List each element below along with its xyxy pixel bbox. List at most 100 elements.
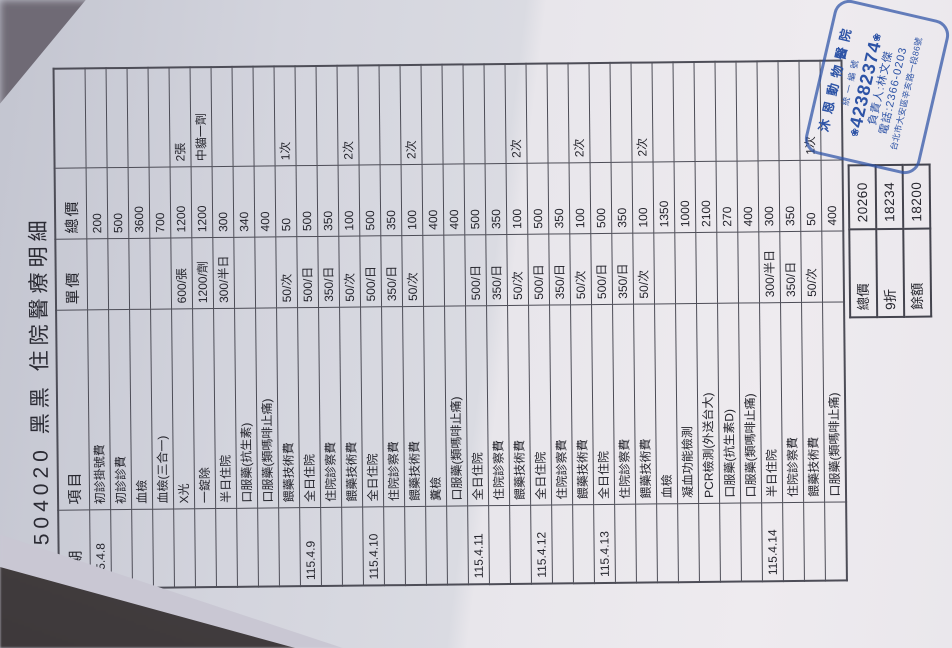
total-price-cell: 500 bbox=[527, 163, 549, 235]
date-cell bbox=[719, 503, 742, 582]
date-cell: 115.4.11 bbox=[467, 505, 490, 585]
date-cell bbox=[173, 508, 196, 588]
item-cell: 住院診察費 bbox=[318, 307, 342, 508]
date-cell bbox=[677, 503, 700, 583]
unit-price-cell: 1200/劑 bbox=[191, 237, 214, 309]
item-cell: 餵藥技術費 bbox=[402, 306, 426, 507]
column-header-total-price: 總價 bbox=[54, 167, 87, 240]
unit-price-cell bbox=[653, 232, 676, 304]
unit-price-cell bbox=[443, 234, 466, 307]
item-cell: 糞檢 bbox=[423, 306, 447, 507]
date-cell bbox=[656, 503, 679, 583]
note-cell bbox=[442, 64, 465, 165]
total-price-cell: 400 bbox=[737, 160, 759, 233]
item-cell: 餵藥技術費 bbox=[339, 307, 363, 508]
note-cell bbox=[295, 65, 318, 166]
summary-table: 總價 20260 9折 18234 餘額 18200 bbox=[848, 164, 933, 319]
date-cell bbox=[341, 507, 364, 586]
date-cell bbox=[488, 505, 511, 585]
unit-price-cell bbox=[695, 232, 718, 304]
total-price-cell: 1350 bbox=[653, 161, 675, 233]
total-price-cell: 400 bbox=[254, 165, 276, 238]
unit-price-cell: 350/日 bbox=[779, 231, 802, 303]
date-cell bbox=[131, 509, 154, 588]
total-price-cell: 700 bbox=[149, 167, 171, 239]
date-cell: 115.4.14 bbox=[761, 502, 784, 582]
date-cell bbox=[740, 502, 763, 582]
unit-price-cell bbox=[107, 238, 130, 310]
summary-value-cell: 20260 bbox=[848, 165, 877, 230]
total-price-cell: 400 bbox=[821, 159, 844, 232]
billing-table: 日期 項目 單價 總價 115.4.8 初診掛號費 200 初診診費 500 血… bbox=[52, 59, 848, 590]
date-cell bbox=[824, 501, 847, 581]
unit-price-cell: 300/半日 bbox=[212, 237, 235, 309]
item-cell: 住院診察費 bbox=[612, 304, 636, 505]
total-price-cell: 100 bbox=[506, 163, 528, 235]
column-header-unit-price: 單價 bbox=[55, 238, 88, 311]
date-cell: 115.4.9 bbox=[299, 507, 322, 587]
column-header-note bbox=[53, 68, 87, 169]
total-price-cell: 500 bbox=[464, 163, 486, 235]
total-price-cell: 500 bbox=[107, 167, 129, 239]
item-cell: 餵藥技術費 bbox=[801, 302, 825, 503]
summary-row: 餘額 18200 bbox=[902, 164, 932, 317]
note-cell bbox=[547, 63, 570, 164]
total-price-cell: 350 bbox=[548, 162, 570, 235]
item-cell: 口服藥(抗生素D) bbox=[717, 303, 741, 504]
unit-price-cell: 500/日 bbox=[464, 234, 487, 306]
note-cell bbox=[106, 67, 129, 168]
item-cell: 半日住院 bbox=[759, 302, 783, 503]
date-cell: 115.4.12 bbox=[530, 505, 553, 584]
date-cell bbox=[320, 507, 343, 586]
total-price-cell: 500 bbox=[359, 164, 381, 237]
total-price-cell: 1200 bbox=[170, 166, 192, 239]
total-price-cell: 200 bbox=[86, 167, 108, 239]
item-cell: 餵藥技術費 bbox=[633, 303, 657, 505]
item-cell: 餵藥技術費 bbox=[276, 307, 300, 508]
item-cell: 口服藥(抗生素) bbox=[234, 308, 258, 509]
unit-price-cell: 500/日 bbox=[359, 235, 382, 308]
total-price-cell: 500 bbox=[590, 162, 612, 234]
note-cell bbox=[715, 61, 738, 162]
note-cell bbox=[148, 67, 171, 168]
date-cell bbox=[698, 503, 721, 582]
unit-price-cell bbox=[422, 235, 445, 307]
date-cell: 115.4.10 bbox=[362, 506, 385, 586]
date-cell bbox=[446, 505, 469, 585]
unit-price-cell: 500/日 bbox=[590, 233, 613, 305]
note-cell: 2次 bbox=[568, 63, 591, 163]
date-cell bbox=[404, 506, 427, 586]
total-price-cell: 400 bbox=[443, 163, 465, 236]
note-cell: 2次 bbox=[631, 62, 654, 163]
unit-price-cell bbox=[86, 238, 109, 310]
flower-icon: ❀ bbox=[871, 31, 885, 43]
unit-price-cell: 50/次 bbox=[632, 232, 655, 305]
note-cell: 2次 bbox=[400, 64, 423, 165]
summary-label-cell: 餘額 bbox=[903, 228, 932, 317]
total-price-cell: 100 bbox=[401, 164, 423, 236]
unit-price-cell: 50/次 bbox=[275, 236, 298, 308]
note-cell bbox=[127, 67, 150, 168]
item-cell: 血檢 bbox=[654, 303, 678, 504]
item-cell: X光 bbox=[171, 308, 195, 509]
total-price-cell: 400 bbox=[422, 164, 444, 236]
unit-price-cell bbox=[149, 238, 172, 310]
item-cell: 餵藥技術費 bbox=[570, 304, 594, 505]
note-cell bbox=[358, 65, 381, 166]
unit-price-cell: 350/日 bbox=[380, 235, 403, 307]
note-cell bbox=[421, 64, 444, 165]
item-cell: 住院診察費 bbox=[549, 304, 573, 506]
total-price-cell: 350 bbox=[380, 164, 402, 236]
unit-price-cell bbox=[821, 230, 845, 303]
date-cell: 115.4.13 bbox=[593, 504, 616, 584]
item-cell: 口服藥(類嗎啡止痛) bbox=[738, 302, 762, 504]
item-cell: 住院診察費 bbox=[381, 306, 405, 507]
summary-row: 9折 18234 bbox=[875, 164, 905, 318]
total-price-cell: 100 bbox=[632, 161, 654, 234]
note-cell bbox=[589, 62, 612, 163]
note-cell bbox=[610, 62, 633, 163]
unit-price-cell: 50/次 bbox=[569, 233, 592, 305]
unit-price-cell bbox=[254, 236, 277, 309]
item-cell: 凝血功能檢測 bbox=[675, 303, 699, 504]
